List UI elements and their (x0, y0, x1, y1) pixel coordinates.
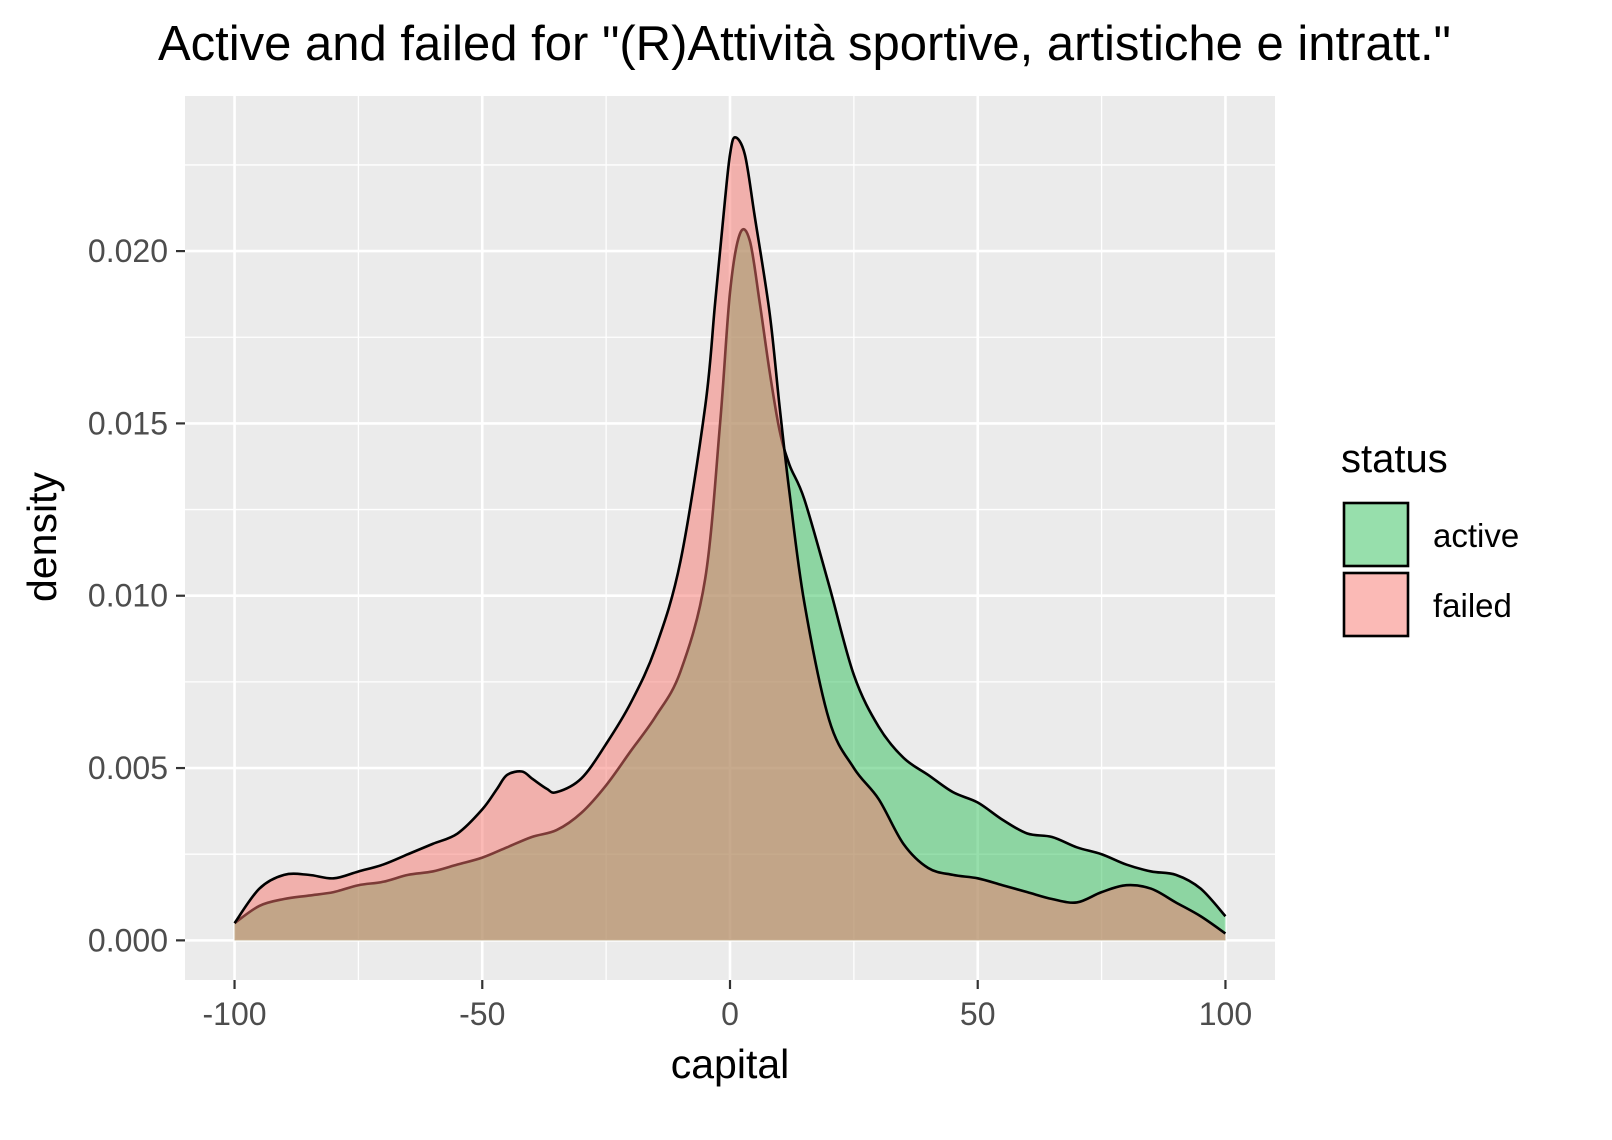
legend-title: status (1341, 437, 1448, 481)
y-tick-label: 0.005 (88, 750, 168, 786)
y-tick-labels: 0.000 0.005 0.010 0.015 0.020 (88, 233, 168, 958)
legend-label-failed: failed (1433, 587, 1512, 624)
chart-title: Active and failed for "(R)Attività sport… (158, 17, 1451, 71)
legend-key-failed (1342, 571, 1410, 638)
legend-key-active (1342, 501, 1410, 568)
y-tick-label: 0.010 (88, 578, 168, 614)
x-axis-title: capital (671, 1041, 790, 1087)
legend: status active failed (1341, 437, 1519, 638)
y-tick-label: 0.020 (88, 233, 168, 269)
x-tick-label: 100 (1199, 996, 1252, 1032)
x-tick-label: 50 (960, 996, 996, 1032)
density-line-failed (233, 136, 1227, 935)
y-tick-label: 0.015 (88, 405, 168, 441)
axis-ticks (176, 249, 1227, 989)
density-areas (233, 136, 1227, 941)
x-tick-labels: -100 -50 0 50 100 (203, 996, 1253, 1032)
legend-label-active: active (1433, 517, 1519, 554)
x-tick-label: 0 (721, 996, 739, 1032)
x-tick-label: -100 (203, 996, 267, 1032)
y-axis-title: density (19, 472, 65, 602)
y-tick-label: 0.000 (88, 922, 168, 958)
density-area-failed (234, 137, 1226, 941)
x-tick-label: -50 (459, 996, 505, 1032)
